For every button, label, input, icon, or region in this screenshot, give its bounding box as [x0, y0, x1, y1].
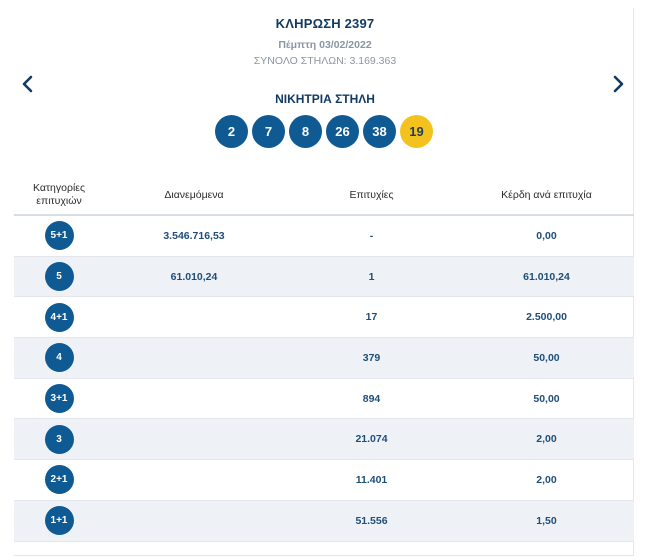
category-badge: 3+1	[44, 384, 74, 414]
total-columns: ΣΥΝΟΛΟ ΣΤΗΛΩΝ: 3.169.363	[253, 55, 397, 67]
category-badge: 5+1	[44, 221, 74, 251]
category-badge: 4	[44, 343, 74, 373]
category-badge: 3	[44, 424, 74, 454]
table-header: Κατηγορίες επιτυχιών Διανεμόμενα Επιτυχί…	[14, 176, 634, 216]
category-badge: 1+1	[44, 506, 74, 536]
number-ball: 8	[289, 115, 322, 148]
prize-table: Κατηγορίες επιτυχιών Διανεμόμενα Επιτυχί…	[14, 176, 634, 542]
header-categories-line2: επιτυχιών	[36, 195, 82, 207]
winning-column-label: ΝΙΚΗΤΡΙΑ ΣΤΗΛΗ	[275, 92, 375, 106]
prize-cell: 2,00	[536, 433, 557, 446]
winners-cell: 51.556	[355, 514, 388, 527]
number-ball: 7	[252, 115, 285, 148]
winners-cell: 379	[362, 351, 381, 364]
prize-cell: 50,00	[533, 392, 560, 405]
draw-title: ΚΛΗΡΩΣΗ 2397	[275, 16, 375, 31]
table-row: 5+1 3.546.716,53 - 0,00	[14, 216, 634, 257]
draw-header: ΚΛΗΡΩΣΗ 2397 Πέμπτη 03/02/2022 ΣΥΝΟΛΟ ΣΤ…	[0, 16, 650, 67]
winners-cell: 894	[362, 392, 381, 405]
draw-date: Πέμπτη 03/02/2022	[278, 39, 372, 51]
prize-cell: 61.010,24	[523, 270, 570, 283]
header-distributed: Διανεμόμενα	[164, 189, 224, 201]
winners-cell: 1	[368, 270, 375, 283]
category-badge: 2+1	[44, 465, 74, 495]
next-draw-button[interactable]	[606, 72, 630, 96]
header-categories: Κατηγορίες επιτυχιών	[14, 182, 104, 208]
table-row: 4+1 17 2.500,00	[14, 297, 634, 339]
chevron-right-icon	[613, 75, 624, 93]
number-ball: 26	[326, 115, 359, 148]
chevron-left-icon	[22, 75, 33, 93]
table-row: 2+1 11.401 2,00	[14, 460, 634, 501]
table-row: 4 379 50,00	[14, 338, 634, 379]
winners-cell: 21.074	[355, 433, 388, 446]
winning-numbers: 2 7 8 26 38 19	[215, 115, 433, 148]
table-row: 1+1 51.556 1,50	[14, 500, 634, 542]
winners-cell: 11.401	[355, 473, 388, 486]
prize-cell: 0,00	[536, 229, 557, 242]
distributed-cell: 61.010,24	[170, 270, 218, 283]
winners-cell: -	[369, 229, 374, 242]
table-row: 3+1 894 50,00	[14, 379, 634, 420]
number-ball: 2	[215, 115, 248, 148]
header-prize: Κέρδη ανά επιτυχία	[501, 189, 592, 201]
table-row: 5 61.010,24 1 61.010,24	[14, 256, 634, 298]
previous-draw-button[interactable]	[16, 72, 40, 96]
distributed-cell: 3.546.716,53	[163, 229, 225, 242]
number-ball: 38	[363, 115, 396, 148]
prize-cell: 2,00	[536, 473, 557, 486]
table-row: 3 21.074 2,00	[14, 419, 634, 461]
category-badge: 5	[44, 262, 74, 292]
joker-ball: 19	[400, 115, 433, 148]
prize-cell: 2.500,00	[526, 311, 567, 324]
prize-cell: 1,50	[536, 514, 557, 527]
winners-cell: 17	[365, 311, 378, 324]
header-categories-line1: Κατηγορίες	[32, 182, 86, 194]
header-winners: Επιτυχίες	[349, 189, 394, 201]
category-badge: 4+1	[44, 302, 74, 332]
prize-cell: 50,00	[533, 351, 560, 364]
